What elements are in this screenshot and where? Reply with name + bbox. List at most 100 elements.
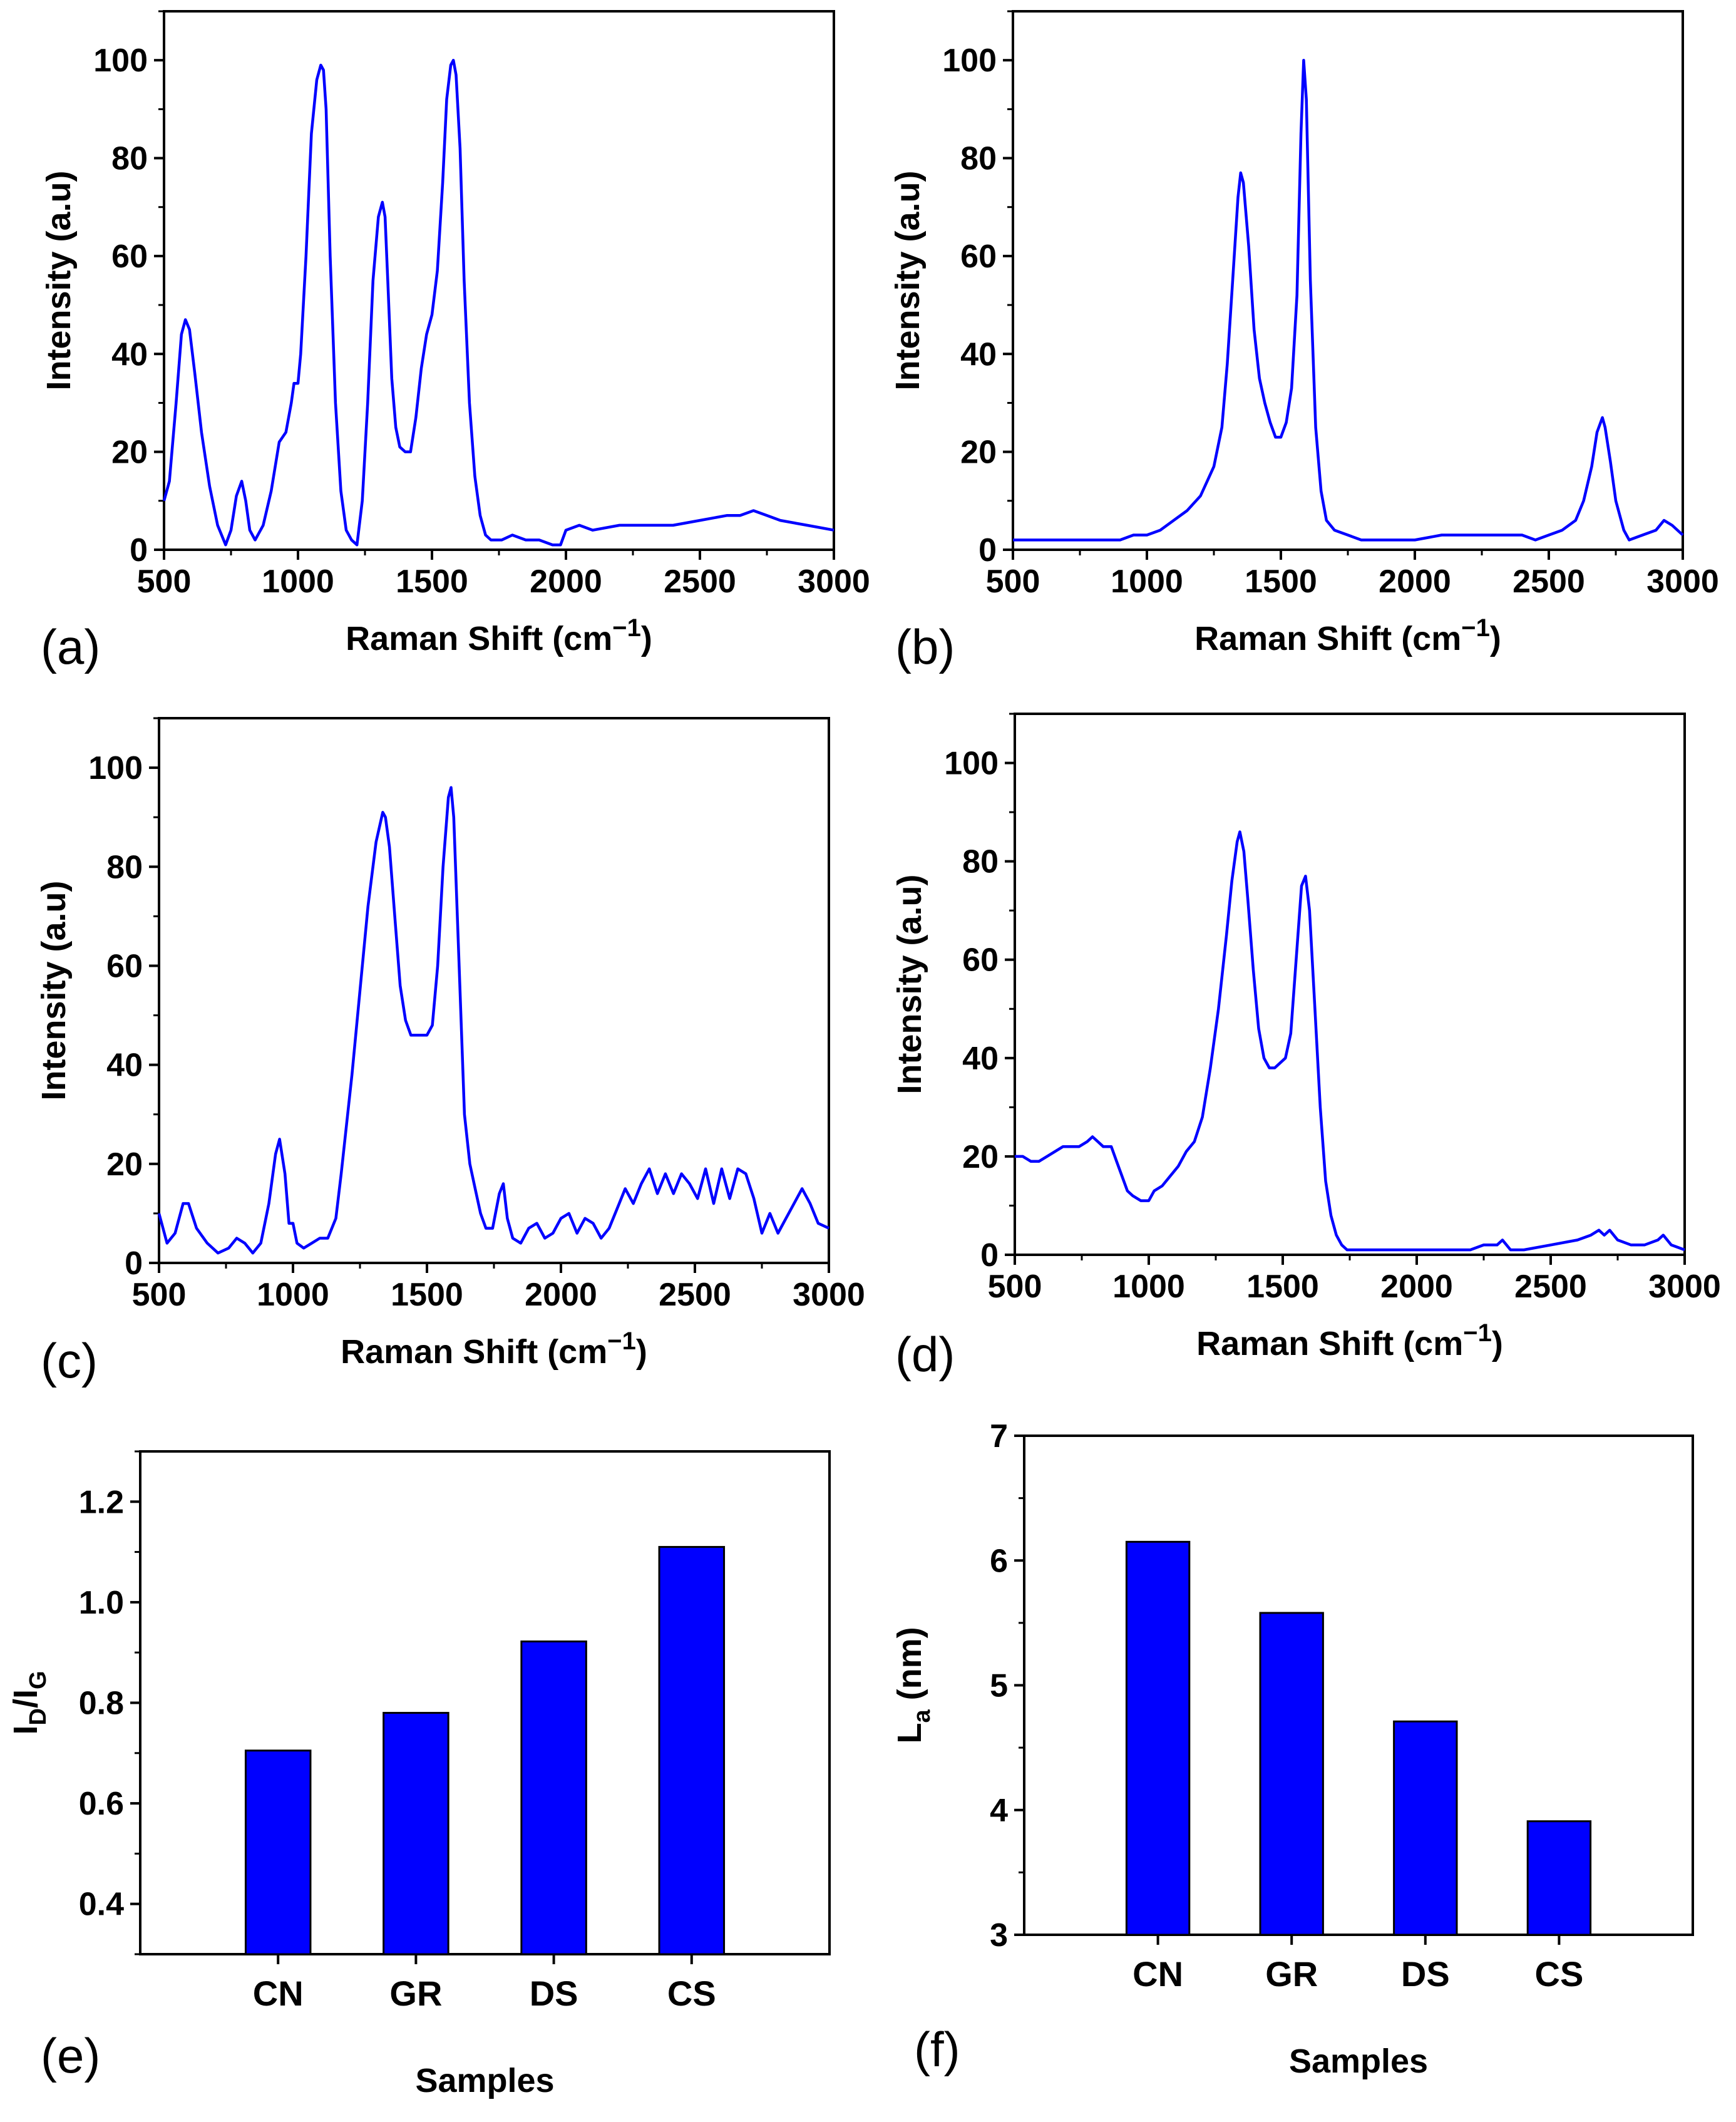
bar-ds [520, 1640, 587, 1955]
x-tick-label: 500 [988, 1269, 1042, 1305]
panel-label: (b) [895, 619, 955, 674]
bar-cs [658, 1546, 726, 1955]
y-tick-label: 40 [106, 1048, 143, 1084]
y-axis-label-main: L [891, 1723, 928, 1744]
x-tick-label: 2500 [659, 1277, 731, 1313]
x-axis-label: Samples [1289, 2042, 1428, 2080]
panel-label: (e) [41, 2028, 100, 2083]
x-axis-label-superscript: −1 [612, 614, 641, 642]
y-tick-label: 20 [111, 435, 148, 471]
y-tick-label: 100 [944, 746, 999, 782]
y-axis-label-main: I [7, 1726, 44, 1735]
y-tick-label: 40 [962, 1041, 999, 1077]
bar-gr [383, 1712, 449, 1955]
y-tick-label: 7 [990, 1418, 1008, 1455]
x-axis-label-close: ) [636, 1333, 647, 1371]
y-tick-label: 0.4 [79, 1887, 124, 1923]
chart-panel-4: 500 1000 1500 2000 2500 3000 0 20 40 60 80 100 Raman… [891, 713, 1721, 1382]
category-label: CS [667, 1974, 716, 2013]
x-tick-label: 1500 [1245, 564, 1317, 600]
y-tick-label: 0.8 [79, 1686, 124, 1722]
x-tick-label: 1000 [1112, 1269, 1185, 1305]
y-tick-label: 40 [960, 336, 997, 373]
y-tick-label: 80 [962, 844, 999, 880]
y-tick-label: 40 [111, 336, 148, 373]
y-tick-label: 5 [990, 1668, 1008, 1704]
spectrum-line [1015, 830, 1685, 1252]
x-tick-label: 3000 [793, 1277, 865, 1313]
x-tick-label: 1500 [1246, 1269, 1319, 1305]
category-label: CN [1133, 1954, 1183, 1994]
y-tick-label: 60 [962, 942, 999, 979]
y-axis-label: Intensity (a.u) [891, 874, 928, 1094]
bar-gr [1259, 1612, 1324, 1936]
x-tick-label: 1500 [391, 1277, 463, 1313]
y-axis-label-middle: /I [7, 1689, 44, 1708]
bar-cn [1125, 1540, 1191, 1936]
panel-label: (a) [41, 619, 100, 674]
x-axis-label-superscript: −1 [1463, 1319, 1492, 1347]
x-axis-label: Raman Shift (cm−1) [1196, 1319, 1503, 1362]
x-axis-label-close: ) [641, 620, 652, 657]
x-axis-label-superscript: −1 [1461, 614, 1490, 642]
x-axis-label: Raman Shift (cm−1) [1194, 614, 1501, 657]
x-tick-label: 2500 [1513, 564, 1585, 600]
y-tick-label: 1.2 [79, 1484, 124, 1520]
spectrum-line [162, 58, 835, 547]
x-axis-label-superscript: −1 [607, 1327, 636, 1355]
category-label: CN [253, 1974, 304, 2013]
category-label: GR [1265, 1954, 1318, 1994]
y-tick-label: 60 [111, 239, 148, 275]
y-tick-label: 20 [960, 435, 997, 471]
x-tick-label: 2000 [1379, 564, 1451, 600]
category-label: CS [1535, 1954, 1584, 1994]
x-axis-label-close: ) [1490, 620, 1501, 657]
y-axis-label-subscript: a [909, 1709, 935, 1723]
x-axis-label-text: Raman Shift (cm [341, 1333, 607, 1371]
y-axis-label: Intensity (a.u) [889, 170, 927, 390]
x-axis-label-text: Raman Shift (cm [1194, 620, 1461, 657]
x-axis-label: Samples [415, 2062, 554, 2099]
y-tick-label: 60 [960, 239, 997, 275]
x-tick-label: 1000 [1111, 564, 1183, 600]
y-tick-label: 6 [990, 1543, 1008, 1579]
x-tick-label: 3000 [1646, 564, 1719, 600]
category-label: DS [1401, 1954, 1450, 1994]
x-tick-label: 2000 [1380, 1269, 1453, 1305]
y-tick-label: 20 [962, 1139, 999, 1175]
x-tick-label: 1000 [257, 1277, 329, 1313]
x-tick-label: 2500 [1514, 1269, 1587, 1305]
y-axis-label: Intensity (a.u) [40, 170, 78, 390]
x-tick-label: 500 [132, 1277, 187, 1313]
category-label: DS [530, 1974, 578, 2013]
x-axis-label-text: Raman Shift (cm [346, 620, 612, 657]
bar-ds [1393, 1720, 1458, 1936]
y-tick-label: 80 [111, 141, 148, 177]
y-tick-label: 3 [990, 1917, 1008, 1954]
x-tick-label: 3000 [1648, 1269, 1721, 1305]
y-tick-label: 100 [93, 43, 148, 79]
x-tick-label: 2500 [664, 564, 736, 600]
y-tick-label: 100 [942, 43, 997, 79]
y-tick-label: 100 [88, 750, 143, 786]
y-axis-label: La (nm) [891, 1627, 935, 1743]
y-tick-label: 60 [106, 948, 143, 984]
chart-panel-3: 500 1000 1500 2000 2500 3000 0 20 40 60 80 100 Raman… [35, 717, 865, 1388]
x-tick-label: 2000 [525, 1277, 597, 1313]
bar-cn [244, 1749, 312, 1955]
y-axis-label-subscript-2: G [25, 1671, 51, 1689]
y-tick-label: 0 [125, 1245, 143, 1282]
y-tick-label: 0 [980, 1237, 999, 1274]
x-axis-label: Raman Shift (cm−1) [346, 614, 652, 657]
x-tick-label: 2000 [530, 564, 602, 600]
y-tick-label: 1.0 [79, 1585, 124, 1621]
x-axis-label-close: ) [1492, 1325, 1503, 1362]
y-tick-label: 4 [990, 1793, 1008, 1829]
y-axis-label-subscript: D [25, 1708, 51, 1725]
chart-panel-6: 3 4 5 6 7 CN GR DS CS Samples La (nm) (f) [891, 1418, 1694, 2080]
x-tick-label: 500 [986, 564, 1040, 600]
spectrum-line [1013, 58, 1684, 542]
panel-label: (c) [41, 1333, 98, 1388]
x-axis-label-text: Raman Shift (cm [1196, 1325, 1463, 1362]
